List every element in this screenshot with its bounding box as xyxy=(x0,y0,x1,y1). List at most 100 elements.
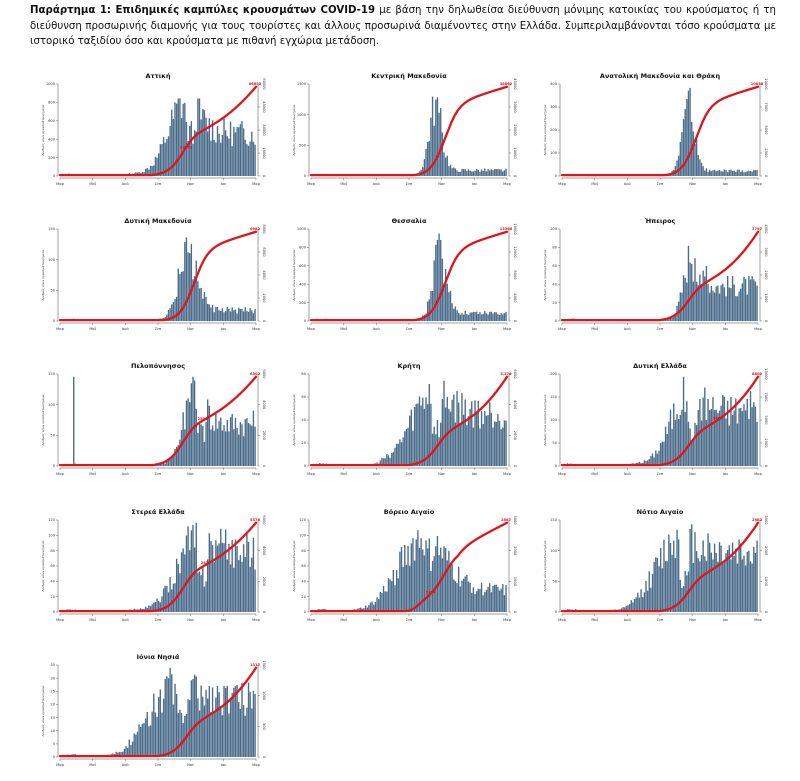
y2-tick-label: 60000 xyxy=(262,78,266,90)
x-tick-label: Μαΐ xyxy=(591,617,598,622)
cumulative-mid-label: 33763 xyxy=(180,145,193,149)
x-tick-label: Ιουλ xyxy=(624,618,632,622)
daily-case-bar xyxy=(711,553,712,612)
daily-case-bar xyxy=(755,282,756,321)
daily-case-bar xyxy=(745,410,746,466)
daily-case-bar xyxy=(443,546,444,612)
daily-case-bar xyxy=(246,418,247,466)
daily-case-bar xyxy=(412,431,413,466)
daily-case-bar xyxy=(496,169,497,176)
daily-case-bar xyxy=(732,415,733,466)
daily-case-bar xyxy=(176,104,177,176)
daily-case-bar xyxy=(191,244,192,321)
cumulative-final-label: 2867 xyxy=(501,518,512,522)
cumulative-mid-label: 2334 xyxy=(197,417,208,421)
daily-case-bar xyxy=(466,575,467,612)
daily-case-bar xyxy=(683,119,684,176)
daily-case-bar xyxy=(725,553,726,612)
daily-case-bar xyxy=(138,724,139,757)
daily-case-bar xyxy=(725,418,726,466)
cumulative-final-label: 5376 xyxy=(250,518,261,522)
y2-tick-label: 0 xyxy=(262,465,266,468)
x-tick-label: Μαρ xyxy=(503,472,511,476)
daily-case-bar xyxy=(450,165,451,176)
daily-case-bar xyxy=(248,423,249,466)
daily-case-bar xyxy=(205,297,206,321)
chart-title: Πελοπόννησος xyxy=(131,362,185,370)
y-tick-label: 15 xyxy=(50,716,55,720)
daily-case-bar xyxy=(466,171,467,176)
daily-case-bar xyxy=(750,171,751,176)
daily-case-bar xyxy=(440,423,441,466)
daily-case-bar xyxy=(212,687,213,757)
y-tick-label: 0 xyxy=(53,755,56,759)
daily-case-bar xyxy=(199,288,200,321)
daily-case-bar xyxy=(246,533,247,612)
daily-case-bar xyxy=(192,679,193,757)
y2-tick-label: 0 xyxy=(262,175,266,178)
daily-case-bar xyxy=(240,124,241,176)
y2-tick-label: 20000 xyxy=(513,124,517,136)
x-tick-label: Νοε xyxy=(187,472,194,476)
daily-case-bar xyxy=(474,171,475,176)
y-tick-label: 0 xyxy=(53,319,56,323)
x-tick-label: Ιαν xyxy=(472,327,477,331)
daily-case-bar xyxy=(445,269,446,321)
daily-case-bar xyxy=(435,100,436,176)
daily-case-bar xyxy=(161,144,162,176)
daily-case-bar xyxy=(505,312,506,321)
daily-case-bar xyxy=(706,266,707,321)
daily-case-bar xyxy=(171,589,172,612)
y2-tick-label: 1000 xyxy=(513,577,517,587)
y-tick-label: 300 xyxy=(550,105,558,109)
y-tick-label: 200 xyxy=(299,301,307,305)
daily-case-bar xyxy=(404,431,405,466)
daily-case-bar xyxy=(202,109,203,176)
daily-case-bar xyxy=(668,422,669,466)
daily-case-bar xyxy=(680,580,681,612)
y-tick-label: 60 xyxy=(552,264,557,268)
daily-case-bar xyxy=(469,313,470,321)
y2-tick-label: 2000 xyxy=(764,546,768,556)
daily-case-bar xyxy=(471,593,472,612)
cumulative-final-label: 10838 xyxy=(751,82,764,86)
y-tick-label: 120 xyxy=(48,518,56,522)
daily-case-bar xyxy=(217,686,218,757)
daily-case-bar xyxy=(448,551,449,612)
daily-case-bar xyxy=(671,555,672,612)
daily-case-bar xyxy=(210,429,211,466)
daily-case-bar xyxy=(218,134,219,176)
x-tick-label: Μαΐ xyxy=(340,326,347,331)
daily-case-bar xyxy=(204,587,205,612)
daily-case-bar xyxy=(196,676,197,757)
daily-case-bar xyxy=(191,530,192,612)
y-tick-label: 500 xyxy=(299,144,307,148)
daily-case-bar xyxy=(748,171,749,176)
daily-case-bar xyxy=(494,312,495,321)
daily-case-bar xyxy=(207,132,208,176)
daily-case-bar xyxy=(456,170,457,176)
x-tick-label: Μαρ xyxy=(252,618,260,622)
daily-case-bar xyxy=(496,312,497,321)
cumulative-line xyxy=(562,232,758,320)
daily-case-bar xyxy=(434,427,435,466)
daily-case-bar xyxy=(460,315,461,321)
x-tick-label: Ιουλ xyxy=(624,327,632,331)
x-tick-label: Μαρ xyxy=(252,763,260,767)
daily-case-bar xyxy=(443,381,444,466)
daily-case-bar xyxy=(712,291,713,321)
daily-case-bar xyxy=(171,458,172,466)
daily-case-bar xyxy=(394,448,395,466)
x-tick-label: Σεπ xyxy=(406,472,413,476)
x-tick-label: Μαΐ xyxy=(591,326,598,331)
y-axis-label: Αριθμός νέων κρουσμάτων/ημέρα xyxy=(41,540,45,591)
daily-case-bar xyxy=(135,735,136,757)
daily-case-bar xyxy=(483,424,484,466)
daily-case-bar xyxy=(642,597,643,612)
y2-tick-label: 1000 xyxy=(764,293,768,303)
daily-case-bar xyxy=(689,529,690,612)
daily-case-bar xyxy=(466,314,467,321)
x-tick-label: Μαρ xyxy=(558,327,566,331)
